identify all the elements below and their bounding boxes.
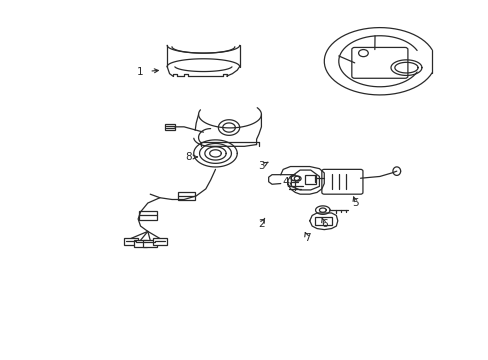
- Text: 3: 3: [258, 161, 264, 171]
- Text: 7: 7: [304, 234, 310, 243]
- Circle shape: [294, 176, 301, 181]
- Text: 6: 6: [320, 219, 327, 229]
- FancyBboxPatch shape: [143, 239, 157, 247]
- FancyBboxPatch shape: [139, 211, 156, 220]
- Circle shape: [306, 176, 312, 181]
- Text: 1: 1: [137, 67, 143, 77]
- FancyBboxPatch shape: [124, 238, 138, 245]
- FancyBboxPatch shape: [321, 169, 362, 194]
- Text: 2: 2: [258, 219, 264, 229]
- FancyBboxPatch shape: [153, 238, 166, 245]
- Bar: [164, 124, 175, 130]
- FancyBboxPatch shape: [314, 216, 331, 225]
- Text: 5: 5: [352, 198, 358, 208]
- FancyBboxPatch shape: [178, 192, 195, 200]
- Text: 4: 4: [282, 177, 288, 187]
- Circle shape: [358, 50, 367, 57]
- FancyBboxPatch shape: [134, 239, 147, 247]
- Text: 8: 8: [185, 152, 192, 162]
- Bar: [305, 175, 315, 184]
- FancyBboxPatch shape: [351, 48, 407, 78]
